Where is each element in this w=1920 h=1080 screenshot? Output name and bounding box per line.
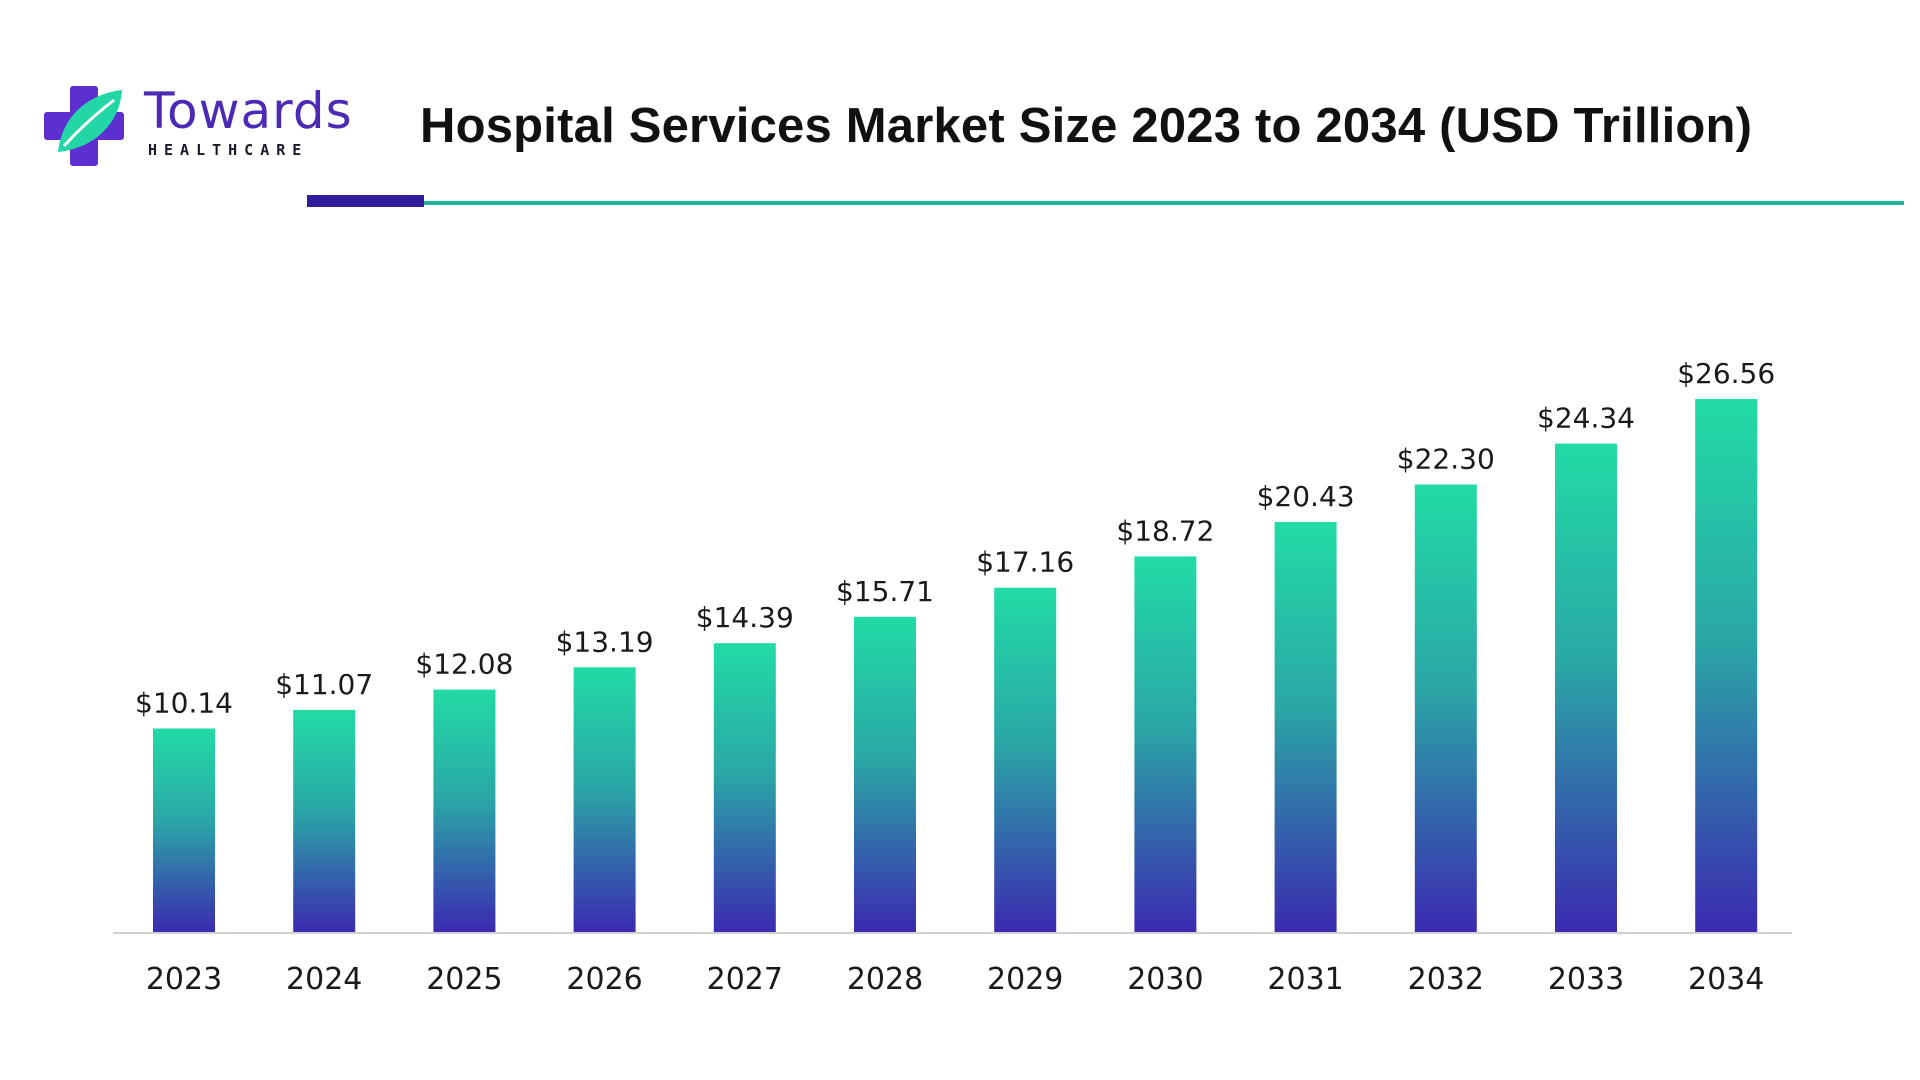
value-label-2034: $26.56 (1677, 357, 1775, 390)
value-label-2028: $15.71 (836, 575, 934, 608)
logo-tagline: HEALTHCARE (148, 141, 309, 159)
value-label-2025: $12.08 (415, 648, 513, 681)
bar-2025 (433, 689, 496, 932)
x-tick-label-2030: 2030 (1127, 962, 1203, 997)
bar-2027 (713, 643, 776, 932)
value-label-2033: $24.34 (1537, 402, 1635, 435)
value-label-2026: $13.19 (556, 625, 654, 658)
bar-2029 (994, 587, 1057, 932)
chart-title: Hospital Services Market Size 2023 to 20… (420, 99, 1753, 153)
value-label-2029: $17.16 (976, 546, 1074, 579)
x-tick-label-2033: 2033 (1548, 962, 1624, 997)
x-tick-label-2025: 2025 (426, 962, 502, 997)
value-label-2024: $11.07 (275, 668, 373, 701)
x-tick-label-2024: 2024 (286, 962, 362, 997)
bar-2023 (153, 728, 215, 932)
bar-2032 (1414, 484, 1477, 932)
x-tick-label-2027: 2027 (707, 962, 783, 997)
x-tick-label-2026: 2026 (566, 962, 642, 997)
x-tick-label-2032: 2032 (1408, 962, 1484, 997)
bar-2030 (1134, 556, 1197, 932)
towards-healthcare-logo: Towards HEALTHCARE (40, 82, 360, 172)
value-label-2031: $20.43 (1257, 480, 1355, 513)
title-accent-bar (307, 195, 424, 207)
medical-cross-leaf-icon (44, 86, 124, 166)
bar-2031 (1274, 522, 1337, 932)
x-tick-label-2034: 2034 (1688, 962, 1764, 997)
bar-2034 (1695, 399, 1758, 932)
bar-2028 (854, 616, 916, 932)
value-label-2027: $14.39 (696, 601, 794, 634)
value-label-2030: $18.72 (1116, 514, 1214, 547)
x-tick-label-2029: 2029 (987, 962, 1063, 997)
x-tick-label-2031: 2031 (1267, 962, 1343, 997)
bar-2024 (293, 709, 356, 932)
title-divider (420, 201, 1904, 205)
bar-2033 (1555, 443, 1617, 932)
x-tick-label-2028: 2028 (847, 962, 923, 997)
logo-name: Towards (144, 82, 353, 140)
bar-2026 (573, 667, 636, 932)
x-tick-label-2023: 2023 (146, 962, 222, 997)
value-label-2032: $22.30 (1397, 443, 1495, 476)
value-label-2023: $10.14 (135, 687, 233, 720)
